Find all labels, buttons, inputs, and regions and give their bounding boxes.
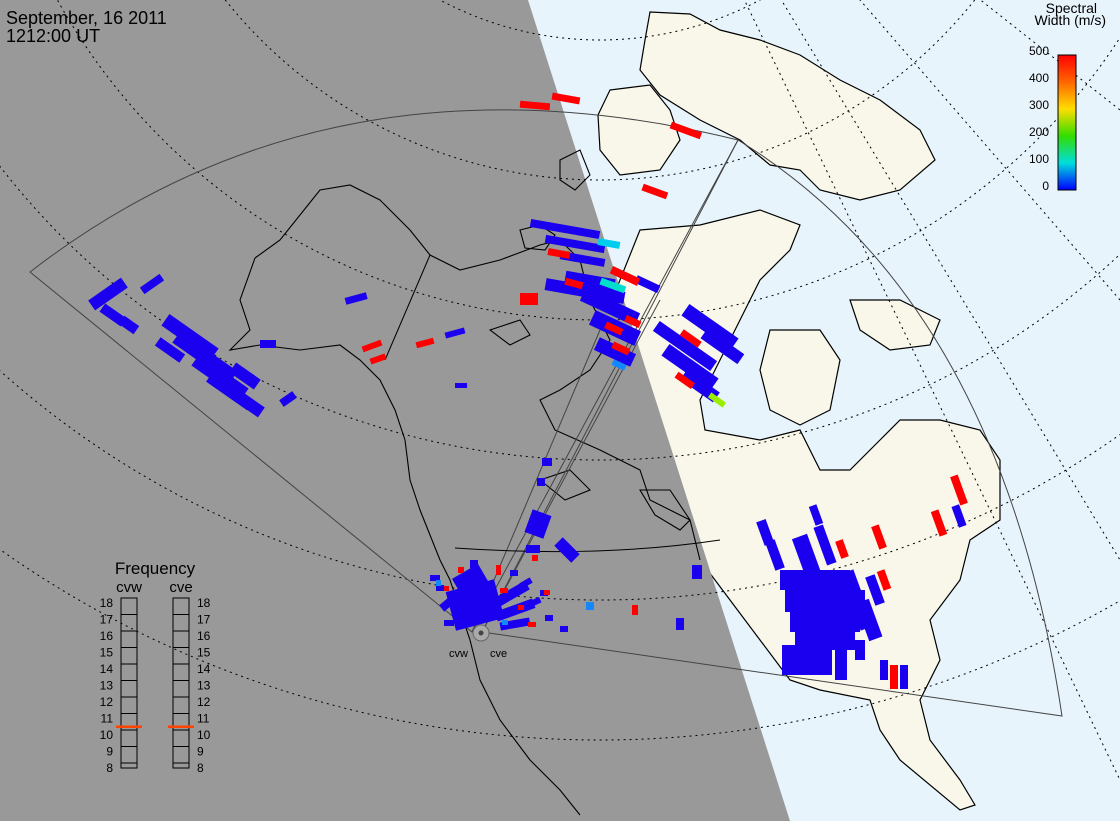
frequency-bar-cve: [172, 597, 190, 769]
longitude-grid: [743, 0, 1120, 781]
frequency-scale-label-right: 13: [197, 679, 211, 693]
frequency-panel: Frequency cvw cve 18 18 17 17 16 16 15 15 14 14 13…: [100, 559, 211, 775]
frequency-scale-label-left: 17: [100, 613, 114, 627]
colorbar-tick-label: 500: [1029, 44, 1049, 58]
frequency-scale-label-right: 9: [197, 745, 204, 759]
frequency-scale-label-left: 8: [106, 761, 113, 775]
frequency-scale-label-left: 13: [100, 679, 114, 693]
colorbar-title-2: Width (m/s): [1034, 12, 1106, 28]
date-label: September, 16 2011: [6, 8, 167, 28]
frequency-scale-label-left: 9: [106, 745, 113, 759]
frequency-scale-label-right: 12: [197, 695, 211, 709]
colorbar-tick-label: 400: [1029, 71, 1049, 85]
frequency-scale-label-right: 8: [197, 761, 204, 775]
frequency-scale-label-left: 16: [100, 629, 114, 643]
time-label: 1212:00 UT: [6, 26, 100, 46]
frequency-bar-cvw: [120, 597, 138, 769]
frequency-scale-label-left: 18: [100, 596, 114, 610]
frequency-scale-label-right: 18: [197, 596, 211, 610]
colorbar-tick-label: 300: [1029, 98, 1049, 112]
frequency-scale-label-left: 10: [100, 728, 114, 742]
frequency-scale-label-left: 15: [100, 646, 114, 660]
frequency-right-label: cve: [169, 579, 192, 596]
frequency-left-label: cvw: [116, 579, 142, 596]
frequency-scale-label-left: 11: [101, 712, 114, 726]
colorbar-tick-label: 100: [1029, 152, 1049, 166]
frequency-scale-label-right: 15: [197, 646, 211, 660]
radar-label-west: cvw: [449, 648, 468, 660]
colorbar: Spectral Width (m/s) 500 400 300 200 100 0: [1029, 0, 1106, 193]
frequency-title: Frequency: [115, 559, 196, 578]
colorbar-title-1: Spectral: [1046, 0, 1097, 16]
boundaries: [384, 254, 721, 553]
colorbar-gradient: [1057, 54, 1077, 191]
frequency-scale-label-right: 10: [197, 728, 211, 742]
frequency-scale-label-left: 12: [100, 695, 114, 709]
colorbar-tick-label: 200: [1029, 125, 1049, 139]
colorbar-tick-label: 0: [1042, 179, 1049, 193]
frequency-scale-label-right: 17: [197, 613, 211, 627]
night-land-outline: [228, 149, 701, 816]
frequency-scale-label-right: 14: [197, 662, 211, 676]
frequency-scale-label-right: 16: [197, 629, 211, 643]
frequency-scale-label-right: 11: [197, 712, 210, 726]
radar-label-east: cve: [490, 648, 507, 660]
frequency-scale-label-left: 14: [100, 662, 114, 676]
scatter-echoes: [88, 92, 968, 689]
radar-sites: cvw cve: [449, 624, 507, 660]
